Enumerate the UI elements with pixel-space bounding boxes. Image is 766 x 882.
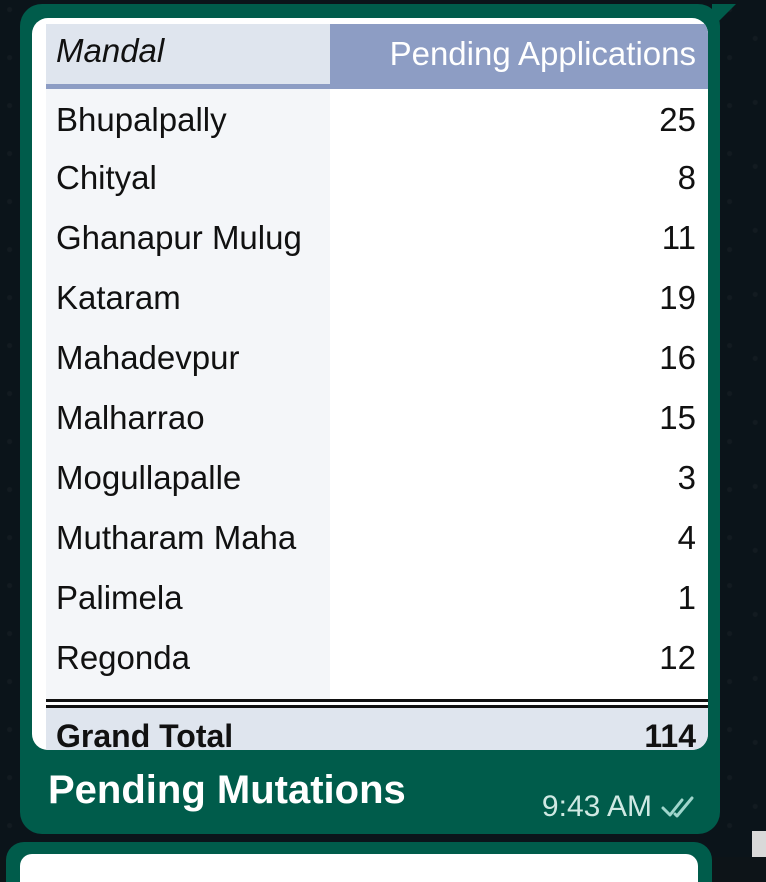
table-body: Bhupalpally 25 Chityal 8 Ghanapur Mulug … — [46, 89, 708, 687]
grand-total-value: 114 — [644, 718, 696, 750]
message-meta: 9:43 AM — [542, 790, 698, 824]
mandal-cell: Chityal — [56, 159, 157, 196]
table-row: Chityal 8 — [46, 147, 708, 207]
table-row: Mogullapalle 3 — [46, 447, 708, 507]
pending-value-cell: 3 — [677, 459, 696, 496]
header-mandal: Mandal — [56, 32, 165, 69]
mandal-column-background — [46, 89, 330, 699]
message-time: 9:43 AM — [541, 790, 652, 823]
shared-image[interactable]: Mandal Pending Applications Bhupalpally … — [32, 18, 708, 750]
mandal-cell: Ghanapur Mulug — [56, 219, 302, 256]
table-row: Ghanapur Mulug 11 — [46, 207, 708, 267]
mandal-cell: Mogullapalle — [56, 459, 242, 496]
pending-value-cell: 11 — [661, 219, 696, 256]
pending-applications-table: Mandal Pending Applications Bhupalpally … — [46, 24, 708, 750]
message-caption: Pending Mutations — [48, 768, 406, 812]
pending-value-cell: 19 — [659, 279, 696, 316]
mandal-cell: Malharrao — [56, 399, 205, 436]
scrollbar-corner — [752, 831, 766, 857]
table-row: Kataram 19 — [46, 267, 708, 327]
outgoing-message-bubble[interactable]: Mandal Pending Applications Bhupalpally … — [20, 4, 736, 834]
mandal-cell: Palimela — [56, 579, 183, 616]
pending-value-cell: 25 — [659, 101, 696, 138]
next-message-bubble[interactable] — [6, 842, 712, 882]
table-row: Bhupalpally 25 — [46, 89, 708, 147]
table-row: Mutharam Maha 4 — [46, 507, 708, 567]
pending-value-cell: 4 — [677, 519, 696, 556]
pending-value-cell: 16 — [659, 339, 696, 376]
mandal-cell: Mutharam Maha — [56, 519, 297, 556]
next-message-image-preview — [20, 854, 698, 882]
table-row: Mahadevpur 16 — [46, 327, 708, 387]
grand-total-label: Grand Total — [56, 718, 234, 750]
mandal-cell: Kataram — [56, 279, 181, 316]
pending-value-cell: 1 — [677, 579, 696, 616]
pending-value-cell: 12 — [659, 639, 696, 676]
table-row: Palimela 1 — [46, 567, 708, 627]
grand-total-row: Grand Total 114 — [46, 699, 708, 750]
table-row: Regonda 12 — [46, 627, 708, 687]
pending-value-cell: 8 — [677, 159, 696, 196]
mandal-cell: Regonda — [56, 639, 190, 676]
pending-value-cell: 15 — [659, 399, 696, 436]
message-tail — [712, 4, 736, 28]
table-header: Mandal Pending Applications — [46, 24, 708, 89]
table-row: Malharrao 15 — [46, 387, 708, 447]
mandal-cell: Bhupalpally — [56, 101, 227, 138]
mandal-cell: Mahadevpur — [56, 339, 240, 376]
header-pending-applications: Pending Applications — [330, 24, 708, 84]
double-check-icon — [660, 794, 698, 820]
